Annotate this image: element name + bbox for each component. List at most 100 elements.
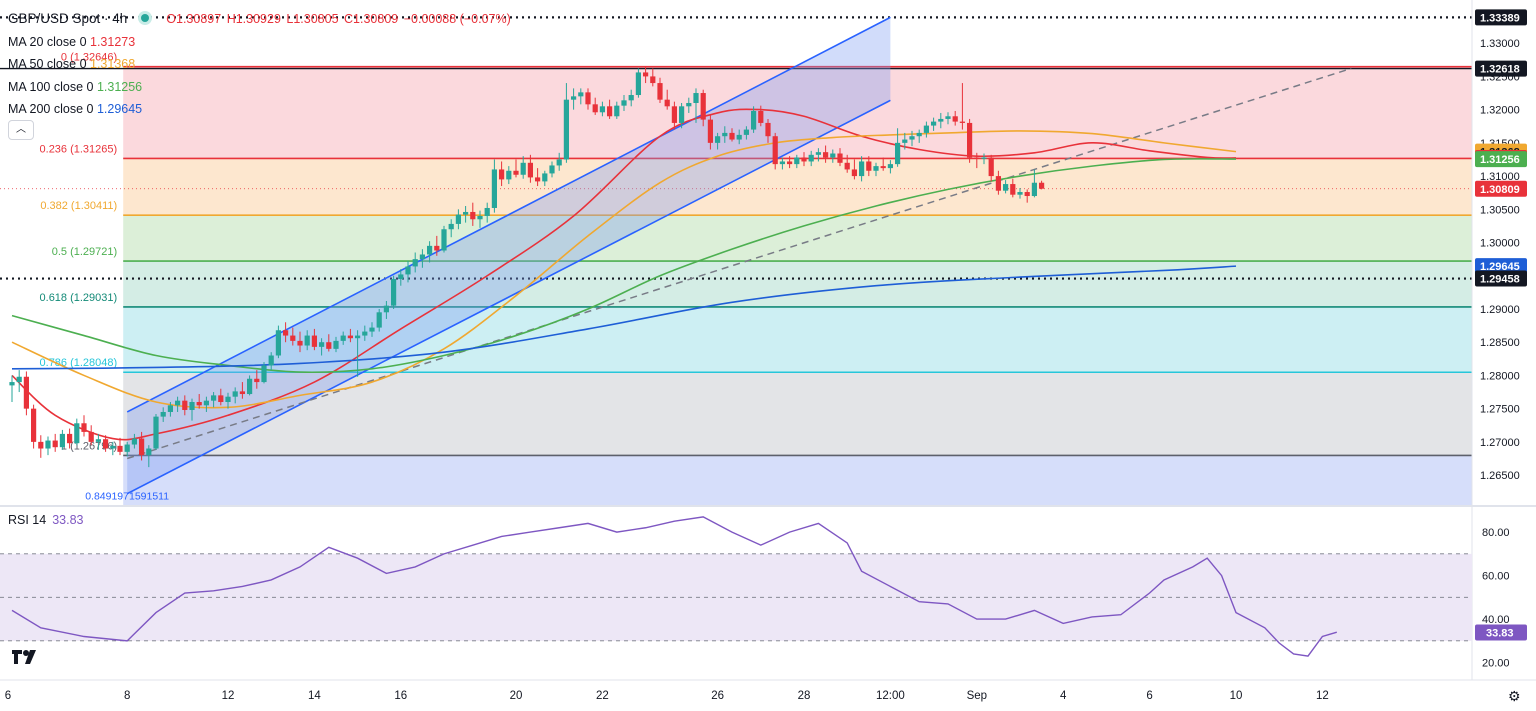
time-tick-label: 6 (1146, 690, 1152, 702)
candle-body (722, 132, 728, 137)
candle-body (484, 207, 490, 216)
candle-body (110, 445, 116, 449)
candle-body (1003, 184, 1009, 191)
rsi-tick-label: 80.00 (1482, 527, 1510, 539)
time-tick-label: Sep (967, 690, 987, 702)
pane-divider (0, 505, 1536, 507)
candle-body (535, 177, 541, 182)
regression-channel-fill (127, 17, 891, 494)
candle-body (628, 95, 634, 101)
candle-body (175, 400, 181, 406)
price-tick-label: 1.30500 (1480, 204, 1520, 216)
candle-body (743, 129, 749, 135)
candle-body (830, 153, 836, 158)
open-value: O1.30897 (166, 12, 222, 26)
candle-body (851, 169, 857, 177)
candle-body (67, 433, 73, 444)
candle-body (383, 305, 389, 313)
candle-body (765, 122, 771, 137)
candle-body (1010, 184, 1016, 195)
price-tick-label: 1.28000 (1480, 370, 1520, 382)
candle-body (931, 121, 937, 126)
change-value: −0.00088 (−0.07%) (403, 12, 511, 26)
candle-body (866, 161, 872, 171)
candle-body (650, 76, 656, 84)
candle-body (621, 100, 627, 106)
price-tick-label: 1.27500 (1480, 404, 1520, 416)
candle-body (779, 161, 785, 165)
legend-collapse-button[interactable]: ︿ (8, 120, 34, 140)
price-tick-label: 1.32000 (1480, 105, 1520, 117)
ma50-value: 1.31368 (90, 57, 136, 71)
ma100-legend[interactable]: MA 100 close 0 1.31256 (8, 76, 513, 99)
candle-body (268, 355, 274, 366)
candle-body (470, 211, 476, 220)
channel-upper-line (126, 16, 891, 413)
candle-body (326, 342, 332, 349)
candle-body (988, 157, 994, 177)
ohlc-values: O1.30897 H1.30929 L1.30805 C1.30809 −0.0… (166, 12, 512, 26)
candle-body (599, 106, 605, 113)
candle-body (715, 136, 721, 143)
settings-gear-icon[interactable]: ⚙ (1508, 688, 1521, 704)
candle-body (902, 139, 908, 143)
price-tag-6 (1475, 258, 1527, 275)
candle-body (635, 72, 641, 96)
price-axis-background (1472, 0, 1536, 711)
candle-body (290, 335, 296, 341)
candle-body (614, 105, 620, 117)
candle-body (758, 110, 764, 123)
candle-body (427, 245, 433, 255)
price-tag-7 (1475, 270, 1527, 287)
candle-body (909, 136, 915, 140)
candle-body (139, 438, 145, 456)
tradingview-logo[interactable] (10, 646, 40, 668)
candle-body (232, 391, 238, 397)
candle-body (376, 312, 382, 328)
candle-body (801, 157, 807, 162)
price-tag-4 (1475, 151, 1527, 168)
time-tick-label: 12:00 (876, 690, 905, 702)
ma200-line (11, 265, 1237, 370)
candle-body (131, 438, 137, 445)
candle-body (520, 162, 526, 175)
fib-extension-label: 0.8491971591511 (85, 491, 169, 503)
price-tick-label: 1.26500 (1480, 470, 1520, 482)
candle-body (261, 365, 267, 383)
candle-body (923, 125, 929, 133)
price-tag-5 (1475, 180, 1527, 197)
rsi-value: 33.83 (52, 513, 84, 527)
candle-body (664, 99, 670, 107)
fib-label-0.786: 0.786 (1.28048) (40, 357, 118, 369)
candle-body (412, 259, 418, 267)
candle-body (607, 106, 613, 117)
close-value: C1.30809 (344, 12, 399, 26)
chart-legend: GBP/USD Spot · 4h O1.30897 H1.30929 L1.3… (8, 8, 513, 121)
candle-body (167, 405, 173, 412)
candle-body (491, 169, 497, 208)
candle-body (945, 116, 951, 119)
candle-body (304, 335, 310, 346)
candle-body (700, 93, 706, 120)
symbol-title[interactable]: GBP/USD Spot · 4h (8, 11, 128, 26)
ma200-legend[interactable]: MA 200 close 0 1.29645 (8, 98, 513, 121)
ma50-legend[interactable]: MA 50 close 0 1.31368 (8, 53, 513, 76)
candle-body (146, 448, 152, 456)
ma20-label: MA 20 close 0 (8, 34, 87, 49)
candle-body (837, 153, 843, 163)
candle-body (959, 121, 965, 123)
candle-body (124, 444, 130, 452)
time-tick-label: 12 (1316, 690, 1329, 702)
candle-body (1024, 192, 1030, 197)
candle-body (1039, 182, 1045, 189)
candle-body (880, 166, 886, 169)
candle-body (333, 340, 339, 349)
ma20-legend[interactable]: MA 20 close 0 1.31273 (8, 31, 513, 54)
candle-body (1031, 182, 1037, 197)
candle-body (81, 423, 87, 432)
candle-body (707, 119, 713, 143)
low-value: L1.30805 (286, 12, 339, 26)
rsi-legend[interactable]: RSI 14 33.83 (8, 513, 84, 527)
candle-body (844, 162, 850, 170)
